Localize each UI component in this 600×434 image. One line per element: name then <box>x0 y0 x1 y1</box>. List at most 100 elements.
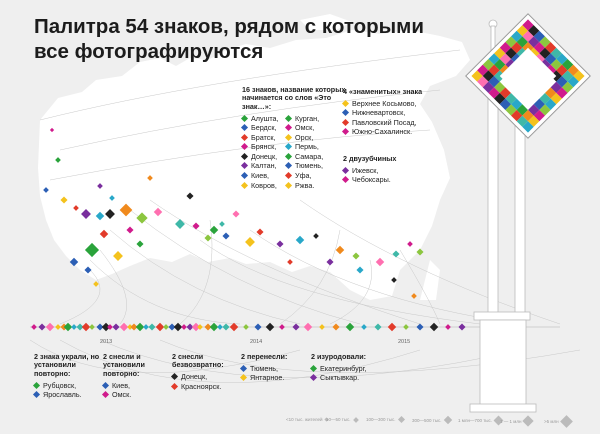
group16-left-list: Алушта, Бердск, Братск, Брянск, Донецк, Калта… <box>240 113 286 190</box>
city-sign-marker <box>345 322 355 332</box>
list-item: Ржва. <box>284 180 323 190</box>
city-sign-marker <box>84 266 92 274</box>
legend-entry: 1 — 1 млн <box>500 415 535 427</box>
city-sign-marker <box>411 293 417 299</box>
legend-label: 1 млн—700 тыс. <box>458 418 493 423</box>
city-sign-marker <box>69 257 79 267</box>
bottom-group-heading: 2 снесли безвозвратно: <box>172 352 224 370</box>
list-item-label: Красноярск. <box>181 381 222 391</box>
legend-label: <10 тыс. жителей <box>286 417 323 422</box>
city-sign-marker <box>217 324 223 330</box>
list-item-label: Брянск, <box>251 142 277 152</box>
city-sign-marker <box>126 226 134 234</box>
list-item-label: Верхнее Косьмово, <box>352 98 417 108</box>
city-sign-marker <box>222 323 230 331</box>
city-sign-marker <box>335 245 345 255</box>
list-item: Рубцовск, <box>32 380 100 390</box>
city-sign-marker <box>95 211 105 221</box>
list-item: Алушта, <box>240 113 286 123</box>
group4-panel: 4 «знаменитых» знака Верхнее Косьмово, Ни… <box>341 87 453 137</box>
city-sign-marker <box>60 196 68 204</box>
list-item: Киев, <box>101 380 169 390</box>
city-sign-marker <box>136 212 148 224</box>
city-sign-marker <box>71 324 77 330</box>
list-item: Донецк, <box>170 372 238 382</box>
city-sign-marker <box>81 209 91 219</box>
diamond-marker-icon <box>240 162 249 170</box>
city-sign-marker <box>429 322 439 332</box>
list-item-label: Тюмень, <box>295 161 324 171</box>
city-sign-marker <box>361 324 367 330</box>
list-item-label: Пермь, <box>295 142 319 152</box>
city-sign-marker <box>245 237 255 247</box>
list-item: Красноярск. <box>170 381 238 391</box>
mosaic-tile <box>550 70 562 82</box>
city-sign-marker <box>107 324 113 330</box>
list-item: Ковров, <box>240 180 286 190</box>
city-sign-marker <box>76 323 84 331</box>
diamond-marker-icon <box>240 114 249 122</box>
year-label: 2013 <box>100 339 113 345</box>
list-item: Донецк, <box>240 151 286 162</box>
list-item: Ижевск, <box>341 165 453 175</box>
city-sign-marker <box>192 222 200 230</box>
list-item: Нижневартовск, <box>341 108 453 118</box>
group16-heading: 16 знаков, название которых начинается с… <box>242 85 346 111</box>
legend-label: 1 — 1 млн <box>500 418 522 424</box>
diamond-marker-icon <box>341 166 350 174</box>
list-item-label: Киев, <box>251 171 270 181</box>
city-sign-marker <box>191 322 201 332</box>
list-item-label: Донецк, <box>251 151 278 161</box>
legend-entry: 300—500 тыс. <box>412 415 452 425</box>
city-sign-marker <box>96 323 104 331</box>
city-sign-marker <box>181 324 187 330</box>
legend-size-icon <box>522 415 535 427</box>
city-sign-marker <box>153 207 163 217</box>
city-sign-marker <box>416 323 424 331</box>
diamond-marker-icon <box>284 124 293 132</box>
group16-panel: 16 знаков, название которых начинается с… <box>240 85 354 190</box>
city-sign-marker <box>49 127 55 133</box>
list-item-label: Южно-Сахалинск. <box>352 127 413 137</box>
group2-heading: 2 двузубчиных <box>343 154 397 163</box>
city-sign-marker <box>303 322 313 332</box>
diamond-marker-icon <box>284 133 293 141</box>
city-sign-marker <box>155 322 165 332</box>
city-sign-marker <box>105 209 115 219</box>
legend-entry: <10 тыс. жителей <box>286 417 330 422</box>
list-item-label: Ижевск, <box>352 165 379 175</box>
city-sign-marker <box>147 175 153 181</box>
page-title: Палитра 54 знаков, рядом с которыми все … <box>34 15 424 63</box>
city-sign-marker <box>63 322 73 332</box>
city-sign-marker <box>295 235 305 245</box>
list-item: Ярославль. <box>32 390 100 400</box>
list-item-label: Ярославль. <box>43 390 82 400</box>
diamond-marker-icon <box>284 181 293 189</box>
diamond-marker-icon <box>284 162 293 170</box>
mosaic-tile <box>550 59 562 71</box>
city-sign-marker <box>458 323 466 331</box>
list-item-label: Чебоксары. <box>352 175 391 185</box>
city-sign-marker <box>130 323 138 331</box>
city-sign-marker <box>168 323 176 331</box>
diamond-marker-icon <box>240 133 249 141</box>
city-sign-marker <box>38 323 46 331</box>
list-item-label: Нижневартовск, <box>352 108 406 118</box>
city-sign-marker <box>93 281 99 287</box>
list-item-label: Бердск, <box>251 123 277 133</box>
legend-label: 10—50 тыс. <box>326 417 351 422</box>
list-item-label: Киев, <box>112 380 131 390</box>
diamond-marker-icon <box>170 373 179 381</box>
diamond-marker-icon <box>32 391 41 399</box>
city-sign-marker <box>265 322 275 332</box>
diamond-marker-icon <box>341 128 350 136</box>
city-sign-marker <box>73 205 79 211</box>
list-item: Киев, <box>240 171 286 181</box>
timeline-markers <box>31 322 466 332</box>
city-sign-marker <box>232 210 240 218</box>
legend-size-icon <box>443 415 452 425</box>
list-item-label: Сыктывкар. <box>320 373 360 383</box>
city-sign-marker <box>89 324 95 330</box>
diamond-marker-icon <box>341 118 350 126</box>
group4-list: Верхнее Косьмово, Нижневартовск, Павловски… <box>341 98 453 137</box>
